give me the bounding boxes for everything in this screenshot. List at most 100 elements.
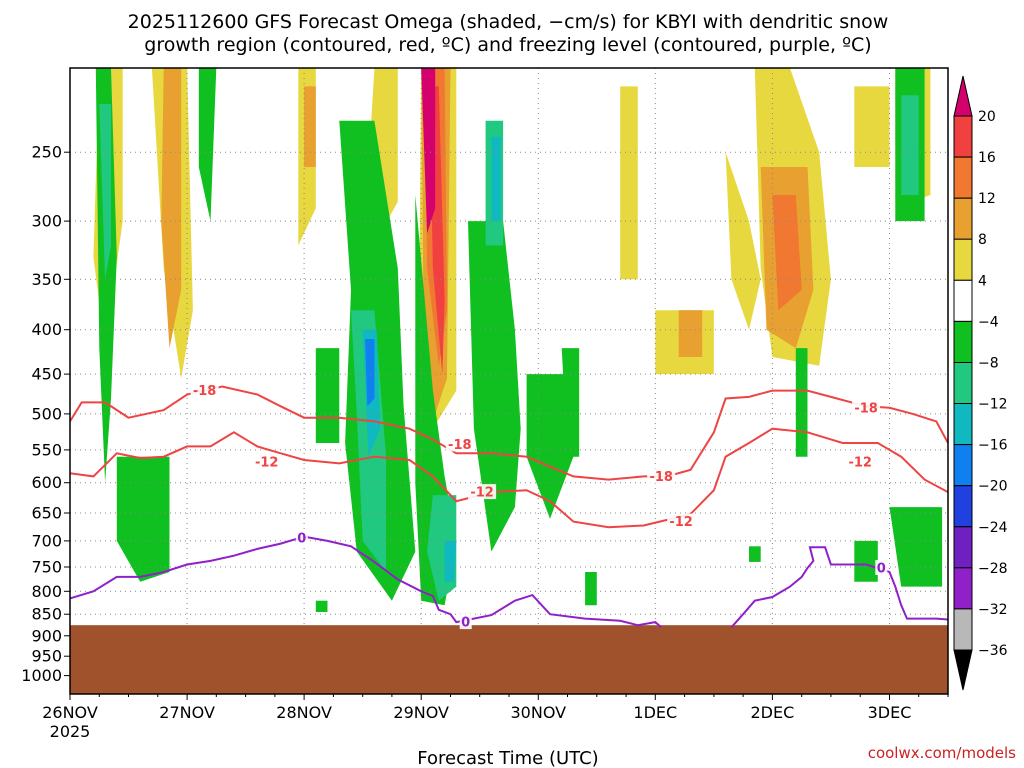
dendritic-contour-label-bg xyxy=(190,382,219,398)
freezing-level-label: 0 xyxy=(297,532,306,547)
omega-region xyxy=(901,95,919,195)
dendritic-contour-line xyxy=(70,427,948,529)
freezing-level-label-bg xyxy=(295,530,308,546)
x-tick-label: 3DEC xyxy=(868,703,912,722)
colorbar-label: −20 xyxy=(978,479,1008,495)
omega-region xyxy=(561,348,580,457)
dendritic-contour-label-bg xyxy=(647,468,676,484)
colorbar-label: 12 xyxy=(978,191,996,207)
dendritic-contour-label: -12 xyxy=(669,515,693,530)
colorbar-label: 4 xyxy=(978,273,987,289)
dendritic-contour-label: -18 xyxy=(649,470,673,485)
omega-region xyxy=(468,221,521,552)
terrain-layer xyxy=(70,625,948,694)
colorbar-label: −8 xyxy=(978,356,999,372)
omega-region xyxy=(99,104,111,280)
omega-region xyxy=(491,136,501,222)
dendritic-contour-label: -18 xyxy=(854,401,878,416)
colorbar-label: −36 xyxy=(978,643,1008,659)
y-tick-label: 700 xyxy=(31,531,62,550)
colorbar-segment xyxy=(953,279,973,322)
colorbar-segment xyxy=(953,156,973,199)
freezing-level-label-bg xyxy=(459,614,472,630)
colorbar-label: −28 xyxy=(978,561,1008,577)
colorbar-label: −32 xyxy=(978,602,1008,618)
omega-shading xyxy=(93,68,943,612)
omega-region xyxy=(365,339,375,407)
omega-region xyxy=(526,374,574,519)
y-tick-label: 400 xyxy=(31,320,62,339)
dendritic-contour-label-bg xyxy=(468,484,497,500)
x-axis: 26NOV 27NOV 28NOV 29NOV 30NOV 1DEC 2DEC 3DEC xyxy=(42,694,949,722)
omega-region xyxy=(749,546,761,562)
y-tick-label: 750 xyxy=(31,558,62,577)
y-tick-label: 550 xyxy=(31,440,62,459)
omega-region xyxy=(444,540,457,582)
omega-region xyxy=(889,507,943,587)
y-tick-label: 300 xyxy=(31,212,62,231)
omega-region xyxy=(620,86,638,280)
y-tick-label: 600 xyxy=(31,473,62,492)
x-axis-title: Forecast Time (UTC) xyxy=(417,748,598,768)
y-tick-label: 250 xyxy=(31,143,62,162)
omega-region xyxy=(854,540,878,582)
colorbar-segment xyxy=(953,485,973,528)
omega-region xyxy=(585,572,597,606)
credit-text: coolwx.com/models xyxy=(868,744,1016,762)
colorbar-segment xyxy=(953,115,973,158)
x-tick-label: 26NOV xyxy=(42,703,98,722)
colorbar-label: 8 xyxy=(978,232,987,248)
colorbar-segment xyxy=(953,526,973,569)
freezing-level-label: 0 xyxy=(877,562,886,577)
dendritic-contour-label: -18 xyxy=(193,384,217,399)
y-tick-label: 450 xyxy=(31,365,62,384)
x-tick-label: 2DEC xyxy=(751,703,795,722)
y-tick-label: 1000 xyxy=(21,666,62,685)
colorbar-segment xyxy=(953,444,973,487)
y-tick-label: 950 xyxy=(31,647,62,666)
omega-region xyxy=(304,86,316,167)
omega-region xyxy=(198,68,217,222)
plot-area: -18 -12 -18 -12 -18 -12 -18 -12 0 0 0 xyxy=(69,67,949,695)
x-tick-label: 30NOV xyxy=(511,703,567,722)
omega-region xyxy=(421,68,436,234)
y-axis: 250 300 350 400 450 500 550 600 650 700 750 800 850 9… xyxy=(21,143,70,685)
omega-region xyxy=(116,456,170,582)
omega-region xyxy=(795,348,808,457)
dendritic-contour-label: -12 xyxy=(255,456,279,471)
freezing-level-label: 0 xyxy=(461,616,470,631)
colorbar: 20 16 12 8 4 −4 −8 −12 −16 −20 −24 −28 −32 −36 xyxy=(953,75,1008,691)
contour-layer: -18 -12 -18 -12 -18 -12 -18 -12 0 0 0 xyxy=(70,382,948,631)
colorbar-label: 20 xyxy=(978,109,996,125)
x-tick-label: 27NOV xyxy=(159,703,215,722)
colorbar-segment xyxy=(953,403,973,446)
terrain-ground xyxy=(70,625,948,694)
colorbar-segment xyxy=(953,320,973,363)
colorbar-label: 16 xyxy=(978,150,996,166)
colorbar-top-arrow xyxy=(953,75,973,117)
omega-region xyxy=(772,195,802,311)
y-tick-label: 650 xyxy=(31,504,62,523)
omega-region xyxy=(315,600,328,612)
omega-region xyxy=(678,310,703,357)
omega-region xyxy=(854,86,890,167)
chart-title-line1: 2025112600 GFS Forecast Omega (shaded, −… xyxy=(128,11,889,33)
dendritic-contour-label: -12 xyxy=(470,486,494,501)
dendritic-contour-label-bg xyxy=(852,399,881,415)
y-tick-label: 350 xyxy=(31,270,62,289)
dendritic-contour-label-bg xyxy=(445,436,474,452)
colorbar-segment xyxy=(953,197,973,240)
freezing-level-line xyxy=(70,535,662,629)
omega-region xyxy=(725,152,761,330)
freezing-level-line xyxy=(730,546,948,628)
omega-region xyxy=(161,68,182,349)
colorbar-label: −4 xyxy=(978,314,999,330)
colorbar-segment xyxy=(953,238,973,281)
freezing-level-label-bg xyxy=(875,560,888,575)
dendritic-contour-label: -12 xyxy=(848,456,872,471)
dendritic-contour-label-bg xyxy=(667,513,696,529)
colorbar-bottom-arrow xyxy=(953,649,973,691)
chart-title-line2: growth region (contoured, red, ºC) and f… xyxy=(144,34,871,56)
y-tick-label: 850 xyxy=(31,605,62,624)
